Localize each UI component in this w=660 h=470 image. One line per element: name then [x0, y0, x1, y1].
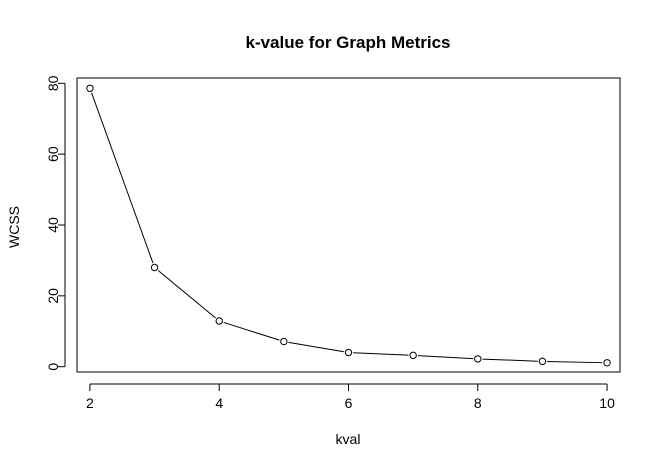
x-tick-label: 10 — [599, 395, 615, 411]
x-tick-label: 4 — [215, 395, 223, 411]
data-point — [474, 355, 482, 363]
y-tick-label: 60 — [45, 146, 61, 162]
y-tick-label: 40 — [45, 217, 61, 233]
data-point — [150, 263, 159, 272]
data-point — [409, 351, 417, 360]
series-line-segment — [91, 92, 154, 264]
series-line-segment — [353, 352, 409, 356]
data-point — [344, 348, 353, 357]
y-tick-label: 80 — [45, 75, 61, 91]
data-point — [215, 317, 223, 325]
y-tick-label: 20 — [45, 288, 61, 304]
data-point — [280, 337, 288, 346]
series-line-segment — [288, 341, 344, 353]
series-line-segment — [417, 355, 474, 360]
y-axis-label: WCSS — [6, 206, 22, 248]
chart-title: k-value for Graph Metrics — [245, 33, 450, 52]
series-line-segment — [482, 358, 538, 362]
x-tick-label: 2 — [86, 395, 94, 411]
data-point — [86, 84, 94, 92]
series-line-segment — [547, 360, 603, 364]
x-tick-label: 6 — [345, 395, 353, 411]
data-point — [603, 359, 611, 367]
plot-layer: 2 4 6 8 10 0 20 40 60 80 — [45, 75, 621, 411]
y-tick-label: 0 — [45, 363, 61, 371]
data-point — [538, 357, 547, 366]
x-tick-label: 8 — [474, 395, 482, 411]
plot-frame — [76, 77, 621, 373]
series-line-segment — [157, 270, 216, 319]
x-axis-label: kval — [336, 431, 361, 447]
series-line-segment — [223, 321, 280, 341]
